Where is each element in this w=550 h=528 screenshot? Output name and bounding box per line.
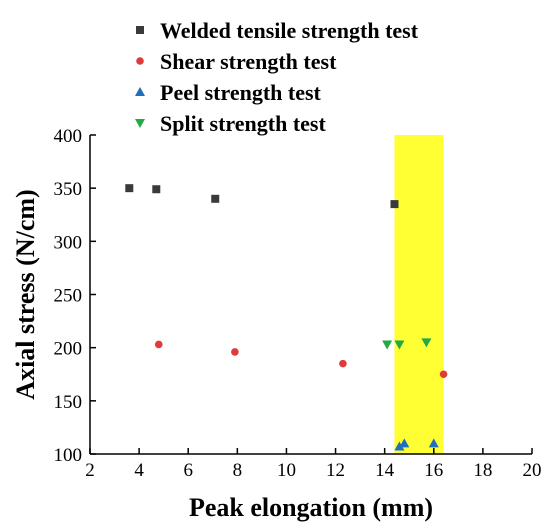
legend-entry: Shear strength test: [136, 49, 337, 74]
legend-marker: [136, 57, 144, 65]
data-point: [211, 194, 220, 203]
legend-marker: [135, 119, 145, 128]
legend-marker: [135, 87, 145, 96]
legend-label: Shear strength test: [160, 49, 337, 74]
y-tick-label: 350: [54, 179, 83, 200]
y-tick-label: 100: [54, 445, 83, 466]
x-tick-label: 12: [326, 460, 345, 481]
y-tick-label: 150: [54, 392, 83, 413]
data-point: [390, 200, 399, 209]
series-3: [394, 438, 439, 451]
data-point: [382, 340, 393, 350]
data-point: [421, 338, 432, 348]
legend-label: Peel strength test: [160, 80, 322, 105]
x-tick-label: 14: [375, 460, 395, 481]
x-tick-label: 4: [134, 460, 144, 481]
y-tick-label: 400: [54, 126, 83, 147]
legend-label: Split strength test: [160, 111, 326, 136]
legend-marker: [136, 26, 144, 34]
data-point: [439, 370, 448, 379]
legend-entry: Split strength test: [135, 111, 326, 136]
y-tick-label: 200: [54, 339, 83, 360]
y-tick-label: 300: [54, 232, 83, 253]
x-tick-label: 8: [233, 460, 243, 481]
legend-label: Welded tensile strength test: [160, 18, 419, 43]
tick-labels: 2 4 6 8 10 12 14 16 18 20 100 150 200 250 300 350 400: [54, 126, 542, 481]
x-tick-label: 20: [523, 460, 542, 481]
highlight-band-layer: [394, 135, 444, 454]
x-tick-label: 10: [277, 460, 296, 481]
series-2: [154, 340, 448, 379]
axes: [89, 134, 533, 455]
x-tick-label: 6: [183, 460, 193, 481]
series-4: [382, 338, 432, 350]
data-point: [394, 441, 405, 451]
data-point: [152, 185, 161, 194]
highlight-band: [394, 135, 444, 454]
legend-entry: Peel strength test: [135, 80, 322, 105]
data-point: [125, 184, 134, 193]
x-axis-title: Peak elongation (mm): [189, 493, 433, 522]
legend: Welded tensile strength test Shear streng…: [135, 18, 419, 136]
x-tick-label: 18: [473, 460, 492, 481]
data-point: [399, 438, 410, 448]
x-tick-label: 2: [85, 460, 95, 481]
y-tick-label: 250: [54, 286, 83, 307]
x-tick-label: 16: [424, 460, 443, 481]
legend-entry: Welded tensile strength test: [136, 18, 419, 43]
data-point: [231, 348, 239, 356]
data-point: [428, 438, 439, 448]
series-1: [125, 184, 399, 209]
data-point: [394, 340, 405, 350]
y-axis-title: Axial stress (N/cm): [11, 189, 40, 399]
data-point: [154, 340, 163, 349]
data-points: [125, 184, 448, 451]
data-point: [339, 359, 347, 368]
